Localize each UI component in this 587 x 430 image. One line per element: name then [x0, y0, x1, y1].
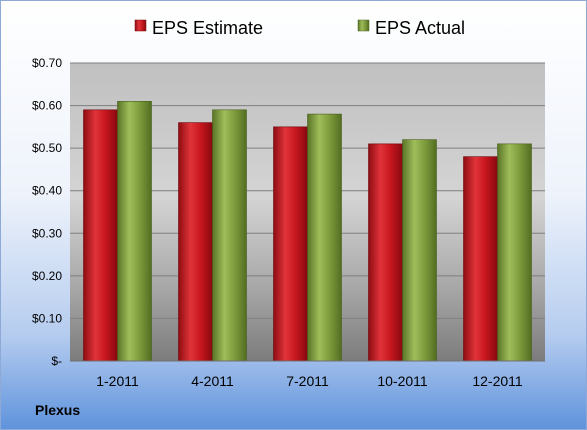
- bar-estimate: [368, 143, 403, 362]
- bar-actual: [402, 139, 437, 362]
- bar-actual: [212, 109, 247, 362]
- bar-actual: [497, 143, 532, 362]
- y-tick-label: $0.60: [32, 99, 62, 113]
- legend-label-actual: EPS Actual: [375, 18, 465, 38]
- y-tick-label: $0.70: [32, 56, 62, 70]
- bar-actual: [307, 113, 342, 362]
- y-tick-label: $0.10: [32, 311, 62, 325]
- y-tick-label: $0.40: [32, 184, 62, 198]
- y-axis: $- $0.10 $0.20 $0.30 $0.40 $0.50 $0.60 $0.70: [32, 56, 62, 368]
- x-tick-label: 4-2011: [191, 373, 234, 389]
- legend: EPS Estimate EPS Actual: [134, 18, 465, 38]
- x-tick-label: 1-2011: [96, 373, 139, 389]
- bar-estimate: [463, 156, 498, 362]
- x-axis: 1-2011 4-2011 7-2011 10-2011 12-2011: [70, 360, 545, 389]
- y-tick-label: $-: [51, 354, 62, 368]
- x-tick-label: 10-2011: [377, 373, 428, 389]
- company-name: Plexus: [35, 402, 81, 418]
- x-tick-label: 12-2011: [472, 373, 523, 389]
- bar-estimate: [83, 109, 118, 362]
- bar-estimate: [178, 122, 213, 362]
- legend-swatch-estimate: [134, 19, 147, 32]
- legend-swatch-actual: [357, 19, 370, 32]
- y-tick-label: $0.30: [32, 226, 62, 240]
- legend-label-estimate: EPS Estimate: [152, 18, 263, 38]
- y-tick-label: $0.20: [32, 269, 62, 283]
- y-tick-label: $0.50: [32, 141, 62, 155]
- x-tick-label: 7-2011: [286, 373, 329, 389]
- bar-estimate: [273, 126, 308, 362]
- bar-actual: [117, 101, 152, 362]
